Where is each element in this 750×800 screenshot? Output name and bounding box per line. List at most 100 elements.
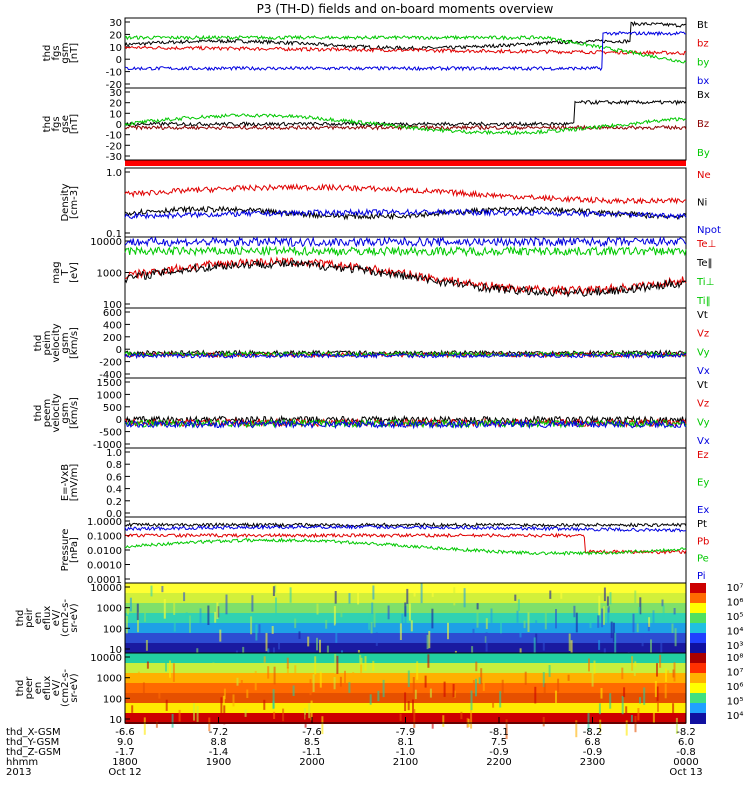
y-axis-label: thd — [33, 335, 44, 352]
spectrogram-texture — [588, 658, 590, 672]
spectrogram-texture — [650, 639, 652, 655]
y-axis-label: eflux — [42, 606, 53, 631]
figure-title: P3 (TH-D) fields and on-board moments ov… — [257, 2, 554, 16]
legend-entry: Ez — [697, 450, 709, 461]
y-axis-label: [nPa] — [69, 537, 80, 563]
y-tick-label: 0.8 — [106, 460, 122, 471]
colorbar-segment — [690, 633, 706, 644]
spectrogram-texture — [603, 587, 606, 602]
spectrogram-texture — [634, 590, 637, 606]
x-tick-label: -1.4 — [209, 747, 229, 758]
y-tick-label: 0.0010 — [87, 561, 122, 572]
colorbar-segment — [690, 703, 706, 714]
spectrogram-texture — [278, 637, 280, 650]
spectrogram-texture — [319, 639, 321, 656]
y-axis-label: velocity — [51, 323, 62, 362]
spectrogram-texture — [273, 666, 276, 685]
spectrogram-texture — [542, 638, 545, 651]
spectrogram-texture — [427, 654, 430, 668]
spectrogram-texture — [656, 686, 659, 702]
spectrogram-texture — [420, 583, 423, 604]
legend-entry: Pb — [697, 536, 709, 547]
spectrogram-texture — [612, 622, 615, 643]
y-tick-label: 0.0001 — [87, 575, 122, 586]
series-line — [124, 245, 687, 258]
spectrogram-texture — [587, 713, 590, 732]
spectrogram-texture — [643, 687, 646, 705]
spectrogram-texture — [557, 678, 560, 693]
series-line — [124, 522, 687, 528]
legend-entry: Vt — [697, 380, 708, 391]
spectrogram-texture — [632, 613, 635, 633]
spectrogram-band — [125, 583, 686, 594]
spectrogram-texture — [307, 636, 310, 647]
x-tick-label: 1900 — [206, 757, 231, 768]
y-axis-label: gsm — [60, 402, 71, 423]
colorbar-tick-label: 10⁶ — [727, 598, 744, 609]
spectrogram-texture — [416, 661, 419, 680]
colorbar-segment — [690, 693, 706, 704]
spectrogram-texture — [271, 626, 274, 634]
legend-entry: Ex — [697, 505, 709, 516]
spectrogram-texture — [471, 646, 474, 653]
series-line — [124, 419, 687, 430]
x-row-label: thd_Z-GSM — [6, 747, 61, 758]
y-tick-label: 0.1 — [106, 229, 122, 240]
panel-density: 1.0 0.1 Density[cm-3] Ne Ni Npot — [60, 167, 721, 240]
series-line — [124, 113, 687, 136]
spectrogram-texture — [654, 681, 657, 698]
y-tick-label: 0 — [116, 345, 122, 356]
y-axis-label: peer — [24, 676, 35, 700]
spectrogram-texture — [599, 719, 602, 733]
status-bar — [125, 160, 686, 166]
spectrogram-texture — [298, 631, 301, 639]
spectrogram-texture — [639, 697, 641, 704]
spectrogram-texture — [294, 618, 297, 629]
series-line — [124, 45, 687, 56]
legend-entry: Pe — [697, 554, 709, 565]
spectrogram-texture — [647, 623, 650, 632]
spectrogram-texture — [404, 602, 407, 617]
spectrogram-texture — [282, 708, 285, 722]
y-tick-label: -20 — [106, 80, 122, 91]
y-axis-label: [km/s] — [69, 327, 80, 359]
legend-entry: Bz — [697, 119, 709, 130]
panel-peir_spec: 10⁷ 10⁶ 10⁵ 10⁴ 10³ 10000 1000 100 10 thdpeirenef… — [15, 582, 744, 667]
legend-entry: Te‖ — [696, 258, 713, 269]
spectrogram-texture — [492, 693, 495, 708]
spectrogram-texture — [641, 635, 644, 647]
y-tick-label: 1.0000 — [87, 517, 122, 528]
spectrogram-texture — [475, 678, 477, 697]
legend-entry: Pt — [697, 519, 707, 530]
x-tick-label: 6.8 — [585, 737, 601, 748]
spectrogram-texture — [137, 671, 140, 681]
spectrogram-texture — [555, 690, 557, 707]
spectrogram-texture — [505, 719, 508, 740]
legend-entry: Bx — [697, 90, 710, 101]
legend-entry: Vz — [697, 329, 709, 340]
y-tick-label: -400 — [99, 370, 122, 381]
y-tick-label: 1000 — [97, 269, 122, 280]
x-tick-label: Oct 13 — [669, 767, 702, 778]
y-tick-label: 1000 — [97, 604, 122, 615]
legend-entry: Vx — [697, 436, 710, 447]
series-line — [124, 417, 687, 428]
spectrogram-texture — [672, 703, 675, 716]
spectrogram-texture — [652, 713, 655, 723]
spectrogram-texture — [250, 616, 253, 635]
spectrogram-texture — [625, 720, 628, 736]
spectrogram-texture — [214, 611, 217, 623]
y-axis-label: eV/ — [51, 609, 62, 626]
spectrogram-texture — [548, 665, 551, 677]
spectrogram-texture — [387, 605, 390, 620]
spectrogram-texture — [222, 695, 225, 704]
colorbar-segment — [690, 653, 706, 664]
y-axis-label: sr-eV) — [69, 673, 80, 702]
x-row-label: thd_X-GSM — [6, 727, 61, 738]
legend-entry: bx — [697, 76, 709, 87]
y-tick-label: -10 — [106, 131, 122, 142]
spectrogram-texture — [463, 588, 466, 608]
spectrogram-texture — [325, 619, 328, 629]
spectrogram-texture — [661, 599, 664, 607]
